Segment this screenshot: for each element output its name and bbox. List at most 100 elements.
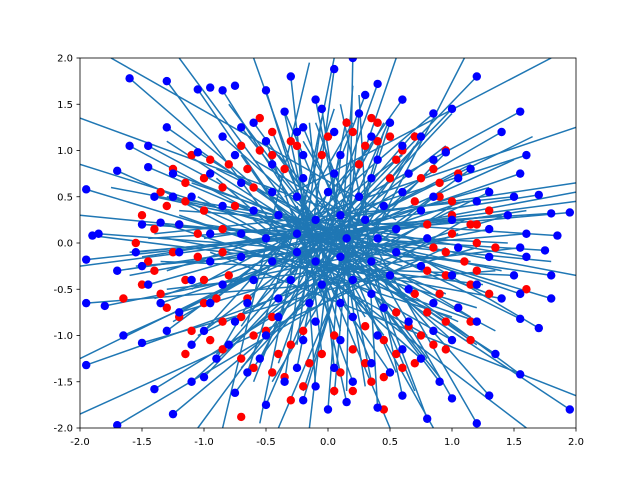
connector-line xyxy=(259,58,335,424)
connector-line xyxy=(321,228,435,428)
data-point xyxy=(373,137,382,146)
data-point xyxy=(547,209,556,218)
data-point xyxy=(404,317,413,326)
data-point xyxy=(423,220,432,229)
data-point xyxy=(113,266,122,275)
data-point xyxy=(268,312,277,322)
data-point xyxy=(206,83,215,92)
data-point xyxy=(268,257,277,266)
data-point xyxy=(485,252,494,262)
x-tick-label: 1.0 xyxy=(444,437,460,448)
data-point xyxy=(323,405,333,414)
data-point xyxy=(168,192,178,201)
data-point xyxy=(466,317,475,326)
data-point xyxy=(410,359,419,368)
connector-line xyxy=(352,58,466,276)
data-point xyxy=(447,229,457,238)
data-point xyxy=(274,211,283,220)
data-point xyxy=(348,377,357,386)
data-point xyxy=(268,127,277,137)
connector-line xyxy=(80,200,576,267)
data-point xyxy=(237,141,246,151)
data-point xyxy=(342,397,351,407)
data-point xyxy=(268,368,277,377)
data-point xyxy=(218,317,227,326)
data-point xyxy=(187,326,196,336)
y-axis: -2.0 -1.5 -1.0 -0.5 0.0 0.5 1.0 1.5 2.0 xyxy=(53,54,80,435)
data-point xyxy=(243,368,252,377)
data-point xyxy=(379,372,388,382)
data-point xyxy=(423,266,432,275)
data-point xyxy=(485,391,494,400)
data-point xyxy=(311,382,320,391)
x-tick-label: 2.0 xyxy=(568,437,584,448)
data-point xyxy=(447,215,457,225)
data-point xyxy=(435,377,444,386)
data-point xyxy=(113,421,122,428)
data-point xyxy=(144,280,153,289)
connector-line xyxy=(166,154,527,272)
data-point xyxy=(212,294,221,303)
data-point xyxy=(317,280,326,289)
data-point xyxy=(224,271,233,280)
data-point xyxy=(199,326,209,336)
data-point xyxy=(336,150,345,160)
data-point xyxy=(454,243,463,252)
data-point xyxy=(497,127,506,137)
data-point xyxy=(522,285,531,294)
data-point xyxy=(336,368,345,377)
data-point xyxy=(237,229,246,238)
data-point xyxy=(509,192,519,201)
data-point xyxy=(466,335,475,345)
data-point xyxy=(261,331,271,340)
data-point xyxy=(230,81,240,90)
data-point xyxy=(485,187,494,197)
data-point xyxy=(280,164,289,174)
data-point xyxy=(367,113,376,123)
data-point xyxy=(237,354,246,363)
data-point xyxy=(237,178,246,188)
data-point xyxy=(361,90,370,100)
data-point xyxy=(404,285,413,294)
data-point xyxy=(361,215,370,225)
data-point xyxy=(131,248,140,257)
connector-line xyxy=(80,163,403,267)
data-point xyxy=(299,335,308,345)
data-point xyxy=(330,64,339,74)
data-point xyxy=(218,345,227,354)
data-point xyxy=(367,377,376,386)
data-point xyxy=(466,164,475,174)
data-point xyxy=(237,252,246,262)
data-point xyxy=(168,169,178,178)
data-point xyxy=(299,326,308,336)
data-point xyxy=(199,372,209,382)
connector-line xyxy=(116,219,465,426)
data-point xyxy=(249,118,258,127)
data-point xyxy=(199,275,209,285)
plot-content xyxy=(80,58,576,428)
data-point xyxy=(348,275,357,285)
data-point xyxy=(416,132,426,141)
data-point xyxy=(255,113,264,123)
data-point xyxy=(553,231,562,240)
data-point xyxy=(385,132,395,141)
data-point xyxy=(137,338,147,348)
data-point xyxy=(255,354,264,363)
data-point xyxy=(547,294,556,303)
data-point xyxy=(491,349,500,359)
data-point xyxy=(398,95,407,104)
data-point xyxy=(361,141,370,151)
data-point xyxy=(274,349,283,359)
data-point xyxy=(373,403,382,412)
data-point xyxy=(193,148,202,157)
data-point xyxy=(416,261,426,271)
x-tick-label: -2.0 xyxy=(70,437,90,448)
data-point xyxy=(137,211,147,220)
data-point xyxy=(348,312,357,322)
data-point xyxy=(485,289,494,299)
data-point xyxy=(218,86,227,95)
data-point xyxy=(429,298,438,308)
data-point xyxy=(447,197,457,206)
data-point xyxy=(348,386,357,396)
data-point xyxy=(199,174,209,183)
